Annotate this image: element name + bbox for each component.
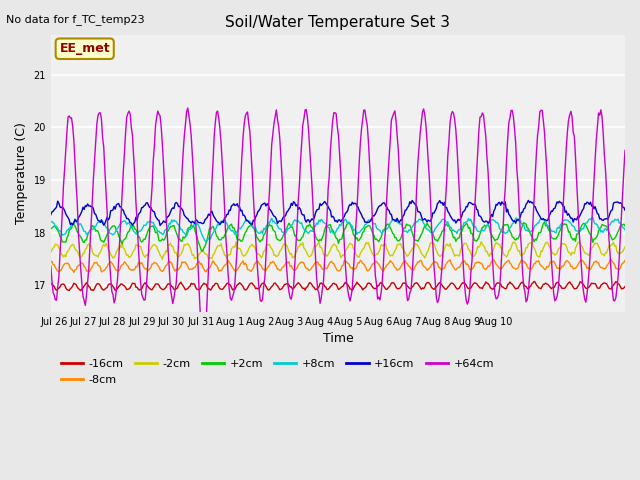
+8cm (321, 220, 328, 226)
+16cm (390, 217, 397, 223)
-16cm (323, 287, 331, 292)
-2cm (159, 256, 166, 262)
-8cm (621, 258, 629, 264)
-2cm (520, 251, 527, 257)
+2cm (621, 223, 629, 228)
+8cm (390, 216, 397, 222)
-2cm (324, 252, 332, 257)
-8cm (324, 263, 332, 269)
+16cm (324, 204, 332, 209)
-16cm (319, 281, 327, 287)
Y-axis label: Temperature (C): Temperature (C) (15, 122, 28, 225)
+8cm (47, 219, 54, 225)
-8cm (520, 258, 527, 264)
Line: -16cm: -16cm (51, 281, 625, 291)
-2cm (390, 251, 397, 256)
+64cm (391, 108, 399, 114)
+16cm (156, 223, 164, 228)
+64cm (360, 107, 367, 113)
+64cm (322, 236, 330, 242)
+2cm (610, 236, 618, 242)
-8cm (47, 259, 54, 265)
+16cm (359, 215, 367, 220)
+16cm (525, 197, 532, 203)
+8cm (202, 239, 210, 244)
Legend: -16cm, -8cm, -2cm, +2cm, +8cm, +16cm, +64cm: -16cm, -8cm, -2cm, +2cm, +8cm, +16cm, +6… (56, 355, 499, 389)
-2cm (321, 252, 328, 258)
-8cm (359, 261, 367, 266)
+16cm (519, 209, 527, 215)
+8cm (359, 226, 367, 232)
+8cm (621, 227, 629, 233)
Line: -8cm: -8cm (51, 260, 625, 272)
+16cm (610, 200, 618, 206)
+8cm (610, 219, 618, 225)
-16cm (610, 282, 618, 288)
-16cm (621, 284, 629, 289)
+64cm (184, 105, 191, 111)
-8cm (610, 260, 618, 265)
+2cm (324, 222, 332, 228)
-2cm (359, 247, 367, 252)
+64cm (520, 284, 527, 289)
+16cm (621, 207, 629, 213)
X-axis label: Time: Time (323, 332, 353, 345)
+64cm (47, 263, 54, 269)
-2cm (47, 249, 54, 255)
Line: -2cm: -2cm (51, 242, 625, 259)
+64cm (199, 358, 207, 364)
+64cm (610, 298, 618, 303)
+8cm (589, 215, 596, 220)
-16cm (47, 281, 54, 287)
+2cm (359, 229, 367, 235)
+64cm (325, 173, 333, 179)
+8cm (519, 221, 527, 227)
Line: +16cm: +16cm (51, 200, 625, 226)
-16cm (348, 288, 356, 294)
-2cm (610, 240, 618, 245)
Line: +64cm: +64cm (51, 108, 625, 361)
-2cm (477, 239, 485, 245)
+2cm (519, 222, 527, 228)
Title: Soil/Water Temperature Set 3: Soil/Water Temperature Set 3 (225, 15, 451, 30)
Line: +2cm: +2cm (51, 222, 625, 251)
+2cm (47, 226, 54, 232)
-16cm (390, 280, 397, 286)
Text: EE_met: EE_met (60, 42, 110, 55)
+16cm (321, 199, 328, 204)
-16cm (519, 279, 527, 285)
+2cm (541, 219, 548, 225)
+16cm (47, 212, 54, 217)
+2cm (199, 248, 207, 254)
+8cm (324, 225, 332, 230)
+2cm (390, 231, 397, 237)
-2cm (621, 244, 629, 250)
+2cm (321, 227, 328, 233)
-16cm (531, 278, 538, 284)
-8cm (446, 257, 454, 263)
Text: No data for f_TC_temp23: No data for f_TC_temp23 (6, 14, 145, 25)
-16cm (359, 287, 367, 293)
-8cm (70, 269, 77, 275)
-8cm (321, 266, 328, 272)
+64cm (621, 147, 629, 153)
-8cm (390, 263, 397, 268)
Line: +8cm: +8cm (51, 217, 625, 241)
